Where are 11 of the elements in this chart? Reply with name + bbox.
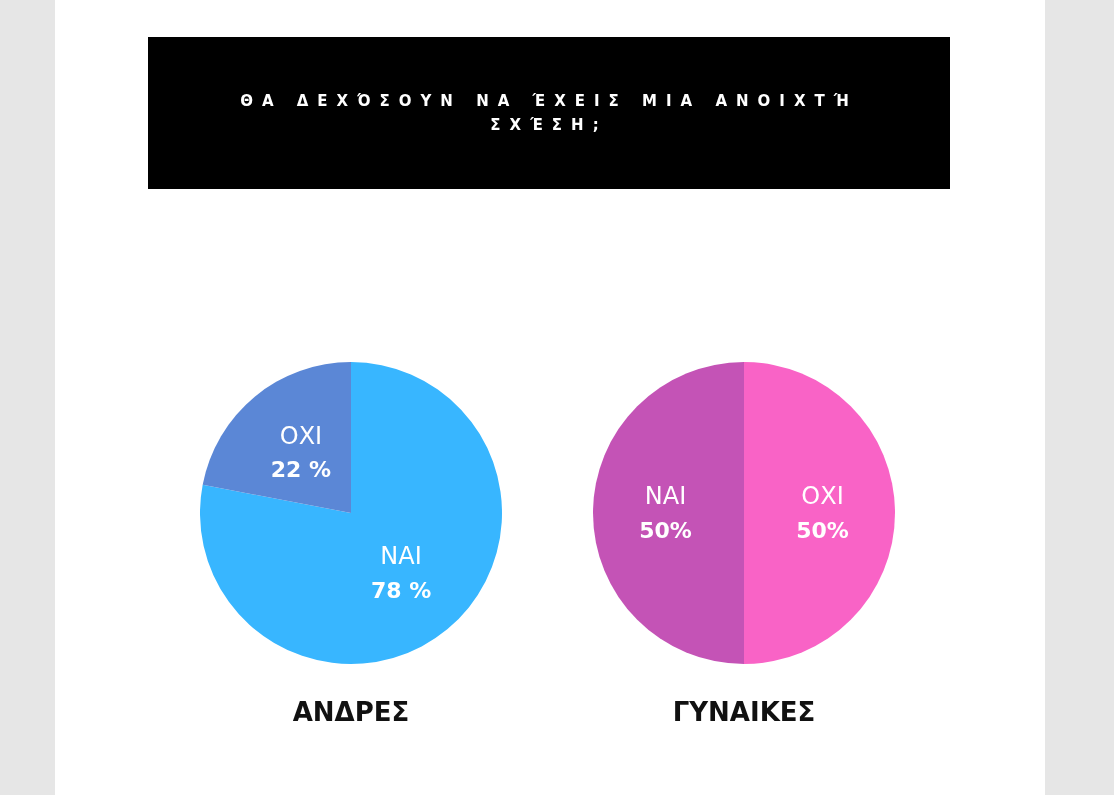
text: ΓΥΝΑΙΚΕΣ (672, 697, 816, 727)
slice-label: ΝΑΙ (644, 482, 687, 510)
slice-label: ΝΑΙ (380, 542, 422, 571)
data-label: 50% (796, 517, 849, 543)
text: ΑΝΔΡΕΣ (292, 697, 410, 727)
data-label: 78 % (370, 577, 432, 603)
slice-label: ΟΧΙ (279, 421, 323, 450)
data-label: 22 % (270, 457, 332, 483)
data-label: 50% (639, 517, 692, 543)
slice-label: ΟΧΙ (801, 482, 844, 510)
text: ΘΑ ΔΕΧΌΣΟΥΝ ΝΑ ΈΧΕΙΣ ΜΙΑ ΑΝΟΙΧΤΉ ΣΧΈΣΗ; (239, 91, 859, 136)
